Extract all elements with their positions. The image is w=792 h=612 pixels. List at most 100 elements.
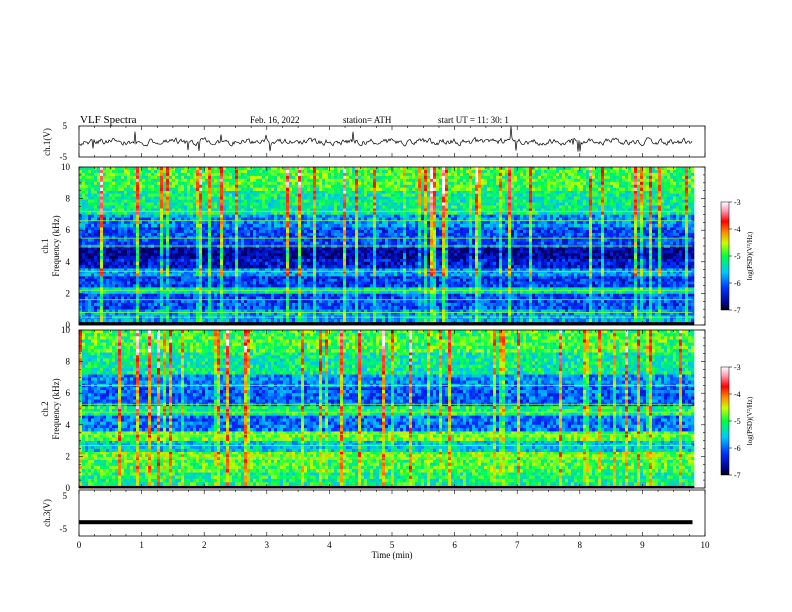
spectrogram-cell <box>574 296 578 301</box>
spectrogram-cell <box>208 302 212 307</box>
spectrogram-cell <box>679 302 683 307</box>
spectrogram-cell <box>229 273 233 277</box>
spectrogram-cell <box>163 309 167 313</box>
spectrogram-cell <box>451 290 455 294</box>
spectrogram-cell <box>652 296 656 301</box>
spectrogram-cell <box>592 306 596 310</box>
spectrogram-cell <box>217 250 221 254</box>
spectrogram-cell <box>364 268 368 272</box>
spectrogram-cell <box>112 250 116 254</box>
spectrogram-cell <box>397 268 401 272</box>
spectrogram-cell <box>322 306 326 310</box>
spectrogram-cell <box>205 321 209 326</box>
spectrogram-cell <box>316 302 320 307</box>
spectrogram-cell <box>151 306 155 310</box>
spectrogram-cell <box>88 296 92 301</box>
spectrogram-cell <box>355 247 359 251</box>
spectrogram-cell <box>505 293 509 297</box>
spectrogram-cell <box>88 270 92 274</box>
spectrogram-cell <box>364 258 368 263</box>
spectrogram-cell <box>610 258 614 263</box>
spectrogram-cell <box>388 309 392 313</box>
spectrogram-cell <box>235 281 239 285</box>
spectrogram-cell <box>244 261 248 266</box>
spectrogram-cell <box>667 258 671 263</box>
spectrogram-cell <box>511 258 515 263</box>
spectrogram-cell <box>556 290 560 294</box>
spectrogram-cell <box>622 268 626 272</box>
spectrogram-cell <box>256 261 260 266</box>
spectrogram-cell <box>403 299 407 304</box>
spectrogram-cell <box>211 284 215 288</box>
spectrogram-cell <box>667 293 671 297</box>
spectrogram-cell <box>502 278 506 282</box>
spectrogram-cell <box>391 276 395 280</box>
spectrogram-cell <box>193 284 197 288</box>
spectrogram-cell <box>643 302 647 307</box>
spectrogram-cell <box>91 270 95 274</box>
spectrogram-cell <box>163 247 167 251</box>
spectrogram-cell <box>127 250 131 254</box>
spectrogram-cell <box>277 278 281 282</box>
spectrogram-cell <box>262 290 266 294</box>
spectrogram-cell <box>100 312 104 316</box>
spectrogram-cell <box>589 312 593 316</box>
spectrogram-cell <box>187 276 191 280</box>
spectrogram-cell <box>259 284 263 288</box>
spectrogram-cell <box>151 250 155 254</box>
spectrogram-cell <box>496 321 500 326</box>
spectrogram-cell <box>616 273 620 277</box>
spectrogram-cell <box>244 312 248 316</box>
spectrogram-cell <box>664 290 668 294</box>
spectrogram-cell <box>469 250 473 254</box>
spectrogram-cell <box>175 258 179 263</box>
spectrogram-cell <box>196 278 200 282</box>
spectrogram-cell <box>538 261 542 266</box>
spectrogram-cell <box>322 312 326 316</box>
spectrogram-cell <box>457 270 461 274</box>
spectrogram-cell <box>91 278 95 282</box>
spectrogram-cell <box>250 273 254 277</box>
spectrogram-cell <box>88 309 92 313</box>
spectrogram-cell <box>394 312 398 316</box>
spectrogram-cell <box>439 306 443 310</box>
spectrogram-cell <box>547 290 551 294</box>
spectrogram-cell <box>91 321 95 326</box>
spectrogram-cell <box>682 293 686 297</box>
spectrogram-cell <box>394 247 398 251</box>
spectrogram-cell <box>628 287 632 291</box>
spectrogram-cell <box>415 293 419 297</box>
spectrogram-cell <box>205 299 209 304</box>
spectrogram-cell <box>139 290 143 294</box>
spectrogram-cell <box>133 290 137 294</box>
spectrogram-cell <box>217 261 221 266</box>
spectrogram-cell <box>577 268 581 272</box>
spectrogram-cell <box>628 261 632 266</box>
spectrogram-cell <box>421 273 425 277</box>
spectrogram-cell <box>292 281 296 285</box>
spectrogram-cell <box>604 299 608 304</box>
spectrogram-cell <box>361 264 365 269</box>
spectrogram-cell <box>283 318 287 323</box>
spectrogram-cell <box>184 270 188 274</box>
spectrogram-cell <box>268 306 272 310</box>
spectrogram-cell <box>517 281 521 285</box>
spectrogram-cell <box>211 312 215 316</box>
spectrogram-cell <box>628 273 632 277</box>
spectrogram-cell <box>265 270 269 274</box>
spectrogram-cell <box>670 299 674 304</box>
spectrogram-cell <box>412 273 416 277</box>
spectrogram-cell <box>277 290 281 294</box>
spectrogram-cell <box>490 250 494 254</box>
spectrogram-cell <box>562 258 566 263</box>
spectrogram-cell <box>94 273 98 277</box>
spectrogram-cell <box>313 287 317 291</box>
spectrogram-cell <box>514 293 518 297</box>
spectrogram-cell <box>169 318 173 323</box>
spectrogram-cell <box>322 247 326 251</box>
spectrogram-cell <box>451 318 455 323</box>
spectrogram-cell <box>535 290 539 294</box>
spectrogram-cell <box>688 264 692 269</box>
spectrogram-cell <box>460 278 464 282</box>
spectrogram-cell <box>691 309 695 313</box>
